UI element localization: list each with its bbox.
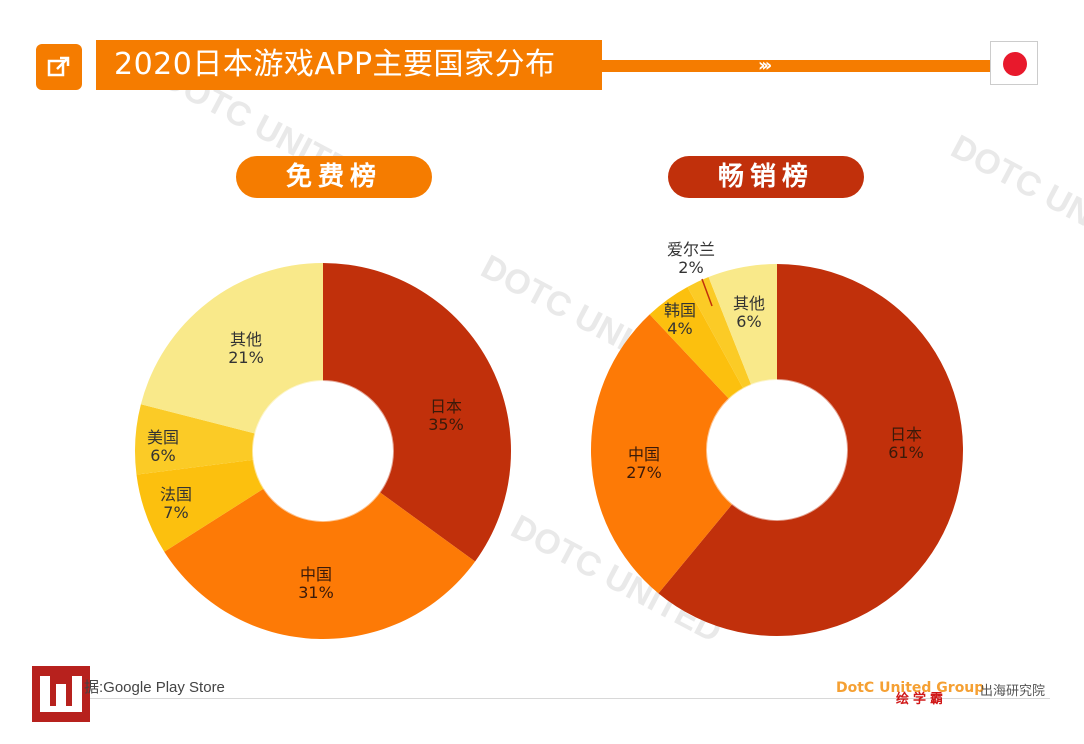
label-grossing-3: 爱尔兰 <box>667 240 715 259</box>
value-label-grossing-0: 61% <box>888 443 924 462</box>
value-label-free-4: 21% <box>228 348 264 367</box>
donut-hole-free <box>262 390 384 512</box>
slice-grossing-0 <box>658 264 963 636</box>
slice-grossing-2 <box>649 287 744 399</box>
value-label-free-3: 6% <box>150 446 175 465</box>
leader-line <box>701 278 713 307</box>
donut-hole-grossing <box>716 389 838 511</box>
value-label-free-1: 31% <box>298 583 334 602</box>
value-label-grossing-1: 27% <box>626 463 662 482</box>
slice-grossing-1 <box>590 314 733 594</box>
value-label-free-0: 35% <box>428 415 464 434</box>
slice-free-4 <box>140 263 323 434</box>
label-grossing-0: 日本 <box>890 425 922 444</box>
slice-grossing-4 <box>708 264 777 385</box>
label-grossing-1: 中国 <box>628 445 660 464</box>
chart-title-grossing: 畅销榜 <box>668 156 864 198</box>
label-free-3: 美国 <box>147 428 179 447</box>
value-label-free-2: 7% <box>163 503 188 522</box>
label-free-4: 其他 <box>230 330 262 349</box>
label-free-0: 日本 <box>430 397 462 416</box>
label-free-2: 法国 <box>160 485 192 504</box>
logo <box>32 666 90 722</box>
flag-sun <box>1003 52 1027 76</box>
external-link-icon[interactable] <box>36 44 82 90</box>
slice-grossing-3 <box>687 277 752 389</box>
label-free-1: 中国 <box>300 565 332 584</box>
title-rule <box>590 60 995 72</box>
brand-name: DotC United Group <box>836 680 985 696</box>
slice-free-0 <box>323 263 511 562</box>
label-grossing-4: 其他 <box>733 294 765 313</box>
page-title: 2020日本游戏APP主要国家分布 <box>96 40 602 90</box>
value-label-grossing-2: 4% <box>667 319 692 338</box>
value-label-grossing-3: 2% <box>678 258 703 277</box>
brand-suffix: 出海研究院 <box>980 684 1046 699</box>
label-grossing-2: 韩国 <box>664 301 696 320</box>
slice-free-3 <box>135 404 256 475</box>
japan-flag-icon <box>990 41 1038 85</box>
source-note: 据:Google Play Store <box>84 679 225 696</box>
donut-ring-free <box>252 380 394 522</box>
title-bar: 2020日本游戏APP主要国家分布 ››› <box>30 40 995 90</box>
badge-text: 绘学霸 <box>896 692 948 707</box>
chart-title-free: 免费榜 <box>236 156 432 198</box>
donut-ring-grossing <box>706 379 848 521</box>
slice-free-1 <box>164 488 476 639</box>
footer-divider <box>90 698 1050 699</box>
value-label-grossing-4: 6% <box>736 312 761 331</box>
slice-free-2 <box>136 459 264 552</box>
